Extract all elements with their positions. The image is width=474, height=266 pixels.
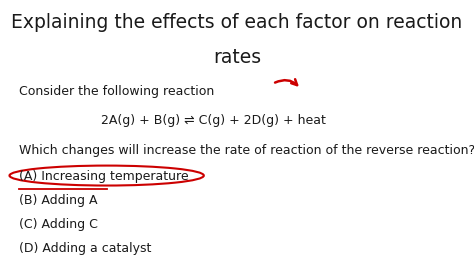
Text: (C) Adding C: (C) Adding C bbox=[19, 218, 98, 231]
Text: Explaining the effects of each factor on reaction: Explaining the effects of each factor on… bbox=[11, 13, 463, 32]
Text: (D) Adding a catalyst: (D) Adding a catalyst bbox=[19, 242, 151, 255]
Text: (B) Adding A: (B) Adding A bbox=[19, 194, 98, 207]
Text: Consider the following reaction: Consider the following reaction bbox=[19, 85, 214, 98]
Text: 2A(g) + B(g) ⇌ C(g) + 2D(g) + heat: 2A(g) + B(g) ⇌ C(g) + 2D(g) + heat bbox=[101, 114, 326, 127]
Text: rates: rates bbox=[213, 48, 261, 67]
Text: (A) Increasing temperature: (A) Increasing temperature bbox=[19, 170, 189, 183]
Text: Which changes will increase the rate of reaction of the reverse reaction?: Which changes will increase the rate of … bbox=[19, 144, 474, 157]
